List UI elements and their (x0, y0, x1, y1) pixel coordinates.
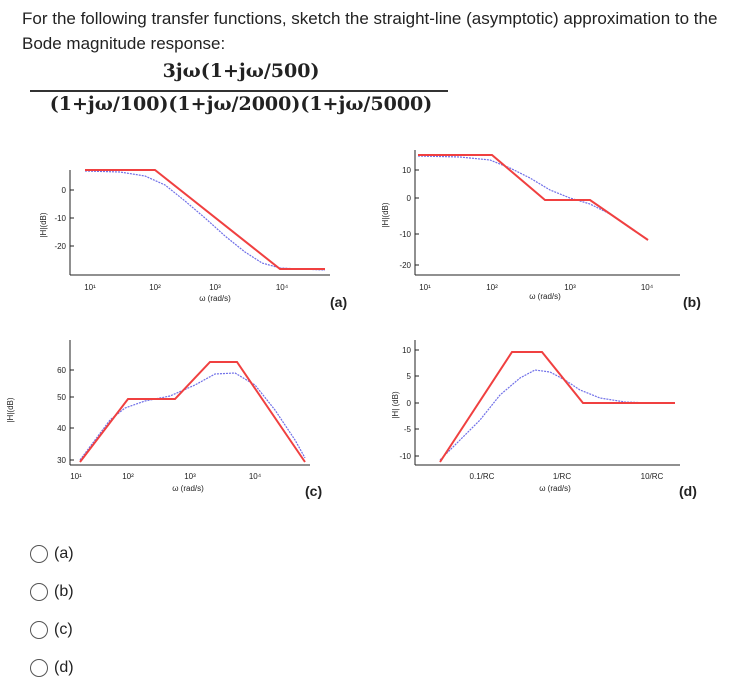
choice-d[interactable]: (d) (30, 649, 74, 687)
plot-c: 60 50 40 30 |H|(dB) 10¹ 10² 10³ 10⁴ ω (r… (6, 340, 322, 499)
plot-c-ytick-label: 50 (57, 393, 66, 402)
plot-c-xtick-label: 10¹ (70, 472, 82, 481)
plot-b-actual-curve (417, 155, 649, 241)
plot-c-actual-curve (79, 372, 306, 461)
plot-c-xlabel: ω (rad/s) (172, 484, 204, 493)
formula-numerator: 3jω(1+jω/500) (162, 60, 320, 82)
plot-a-ytick-label: -10 (54, 214, 66, 223)
plot-d-xtick-label: 10/RC (641, 472, 664, 481)
plot-b-ylabel: |H|(dB) (381, 202, 390, 227)
plot-b-ytick-label: -10 (399, 230, 411, 239)
plot-d: 10 5 0 -5 -10 |H| (dB) 0.1/RC 1/RC 10/RC… (391, 340, 697, 499)
plot-b-xtick-label: 10³ (564, 283, 576, 292)
plot-d-ytick-label: 10 (402, 346, 411, 355)
choice-b[interactable]: (b) (30, 573, 74, 611)
plot-c-xtick-label: 10³ (184, 472, 196, 481)
plot-a-xtick-label: 10¹ (84, 283, 96, 292)
plot-a-actual-curve (84, 170, 326, 271)
plot-b-xlabel: ω (rad/s) (529, 292, 561, 301)
choice-label: (d) (54, 659, 74, 676)
plot-c-asymptote (79, 361, 306, 463)
plot-b-xtick-label: 10⁴ (641, 283, 654, 292)
plot-d-actual-curve (439, 369, 675, 461)
choice-a[interactable]: (a) (30, 535, 74, 573)
fraction-bar (30, 90, 448, 92)
plot-b-ytick-label: 0 (407, 194, 412, 203)
plot-a-ylabel: |H|(dB) (39, 212, 48, 237)
plot-a-xtick-label: 10² (149, 283, 161, 292)
plot-d-ytick-label: -5 (404, 425, 412, 434)
plot-a: 0 -10 -20 |H|(dB) 10¹ 10² 10³ 10⁴ ω (rad… (39, 169, 347, 310)
plot-a-ytick-label: -20 (54, 242, 66, 251)
question-text: For the following transfer functions, sk… (22, 9, 718, 53)
plot-d-label: (d) (679, 483, 697, 499)
plot-c-xtick-label: 10⁴ (249, 472, 262, 481)
plot-d-xlabel: ω (rad/s) (539, 484, 571, 493)
plot-c-ylabel: |H|(dB) (6, 397, 15, 422)
plot-a-xtick-label: 10⁴ (276, 283, 289, 292)
plot-b-asymptote (418, 154, 649, 241)
plot-c-ytick-label: 30 (57, 456, 66, 465)
plot-a-label: (a) (330, 294, 347, 310)
choice-label: (c) (54, 621, 73, 638)
plot-b-xtick-label: 10¹ (419, 283, 431, 292)
plot-b-ytick-label: -20 (399, 261, 411, 270)
plot-b-xtick-label: 10² (486, 283, 498, 292)
plot-c-ytick-label: 40 (57, 424, 66, 433)
plot-b-label: (b) (683, 294, 701, 310)
plot-b-ytick-label: 10 (402, 166, 411, 175)
plot-d-xtick-label: 0.1/RC (470, 472, 495, 481)
plot-d-ytick-label: -10 (399, 452, 411, 461)
radio-button[interactable] (30, 659, 48, 677)
choice-label: (a) (54, 545, 74, 562)
plot-d-ytick-label: 5 (407, 372, 412, 381)
formula-denominator: (1+jω/100)(1+jω/2000)(1+jω/5000) (49, 93, 433, 115)
choice-label: (b) (54, 583, 74, 600)
plot-c-ytick-label: 60 (57, 366, 66, 375)
answer-choices: (a) (b) (c) (d) (30, 535, 74, 687)
transfer-function: 3jω(1+jω/500) (1+jω/100)(1+jω/2000)(1+jω… (26, 60, 456, 120)
choice-c[interactable]: (c) (30, 611, 74, 649)
plot-a-asymptote (85, 169, 325, 270)
radio-button[interactable] (30, 621, 48, 639)
plot-a-xtick-label: 10³ (209, 283, 221, 292)
plot-d-ytick-label: 0 (407, 399, 412, 408)
plot-a-ytick-label: 0 (62, 186, 67, 195)
plot-c-xtick-label: 10² (122, 472, 134, 481)
radio-button[interactable] (30, 583, 48, 601)
radio-button[interactable] (30, 545, 48, 563)
plot-a-xlabel: ω (rad/s) (199, 294, 231, 303)
plot-d-xtick-label: 1/RC (553, 472, 571, 481)
plot-b: 10 0 -10 -20 |H|(dB) 10¹ 10² 10³ 10⁴ ω (… (381, 150, 701, 310)
plot-d-ylabel: |H| (dB) (391, 391, 400, 419)
plot-d-asymptote (439, 351, 675, 463)
plot-c-label: (c) (305, 483, 322, 499)
